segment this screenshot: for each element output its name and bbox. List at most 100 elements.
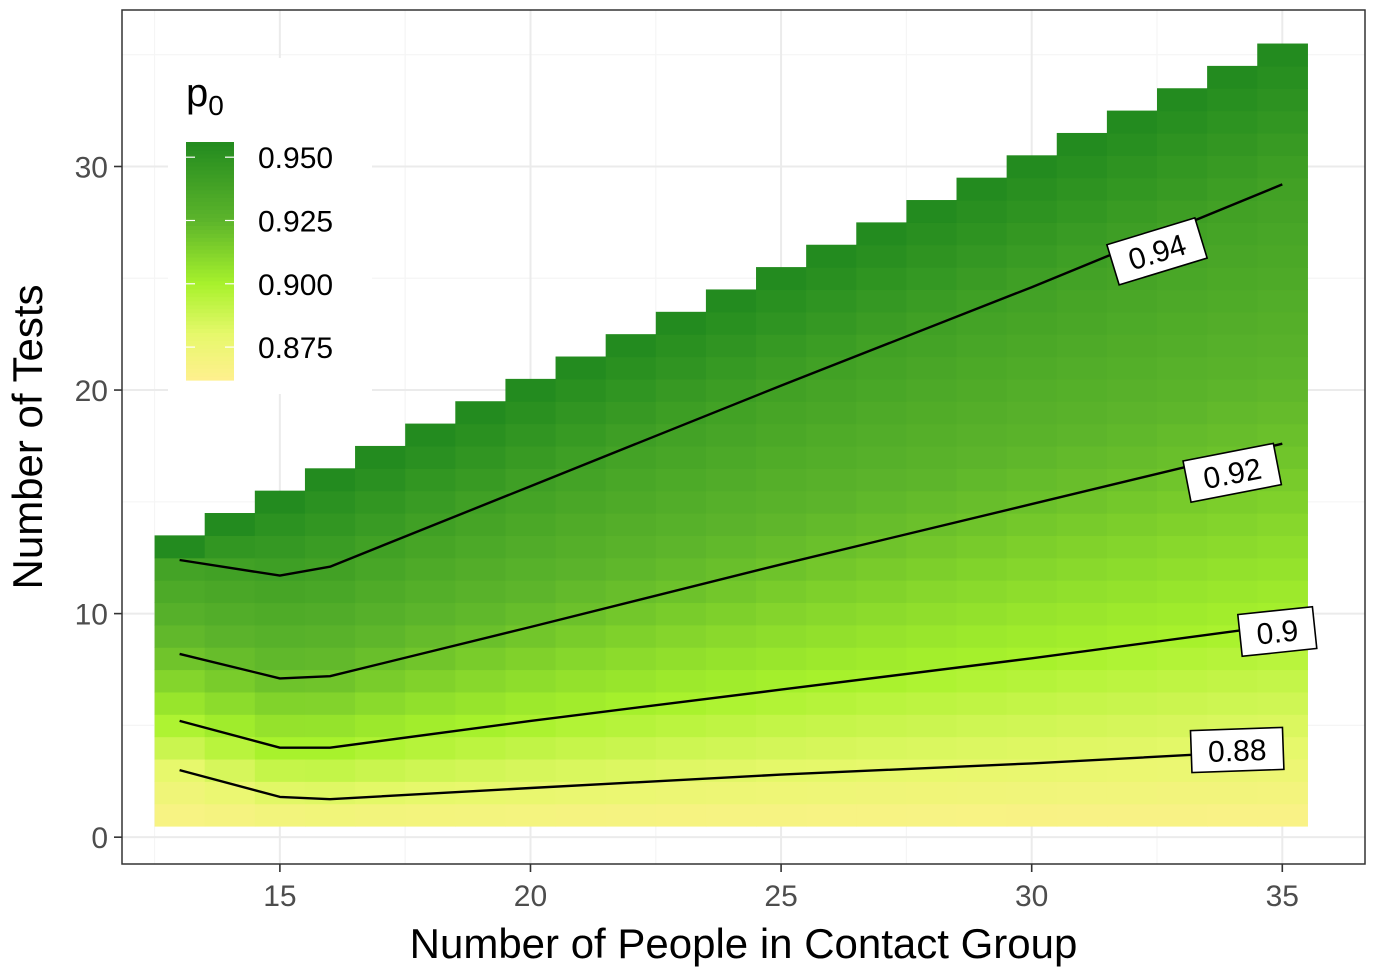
heatmap-tile — [1006, 401, 1058, 425]
heatmap-tile — [605, 378, 657, 402]
heatmap-tile — [1207, 311, 1258, 335]
heatmap-tile — [756, 334, 807, 358]
heatmap-tile — [355, 557, 406, 581]
heatmap-tile — [455, 513, 507, 536]
heatmap-tile — [1157, 513, 1208, 536]
heatmap-tile — [605, 334, 657, 358]
heatmap-tile — [655, 311, 707, 335]
heatmap-tile — [1006, 334, 1058, 358]
legend-color-step — [186, 356, 234, 361]
heatmap-tile — [1056, 714, 1108, 738]
heatmap-tile — [856, 781, 907, 805]
heatmap-tile — [1257, 222, 1308, 246]
heatmap-tile — [304, 580, 356, 604]
y-tick-label: 20 — [75, 375, 108, 408]
heatmap-tile — [655, 356, 707, 380]
heatmap-tile — [705, 445, 757, 469]
heatmap-tile — [605, 468, 657, 492]
heatmap-tile — [756, 468, 807, 492]
heatmap-tile — [856, 267, 907, 291]
legend-break-label: 0.900 — [258, 269, 333, 302]
heatmap-tile — [1006, 714, 1058, 738]
heatmap-tile — [605, 423, 657, 447]
heatmap-tile — [1106, 311, 1158, 335]
heatmap-tile — [1157, 669, 1208, 693]
legend-color-step — [186, 142, 234, 147]
heatmap-tile — [806, 423, 857, 447]
heatmap-tile — [906, 445, 958, 469]
heatmap-tile — [204, 691, 256, 715]
heatmap-tile — [956, 691, 1008, 715]
legend-break-label: 0.925 — [258, 205, 333, 238]
heatmap-tile — [555, 423, 607, 447]
heatmap-tile — [605, 647, 657, 671]
heatmap-tile — [756, 580, 807, 604]
heatmap-tile — [655, 624, 707, 648]
heatmap-tile — [1257, 155, 1308, 179]
heatmap-tile — [605, 513, 657, 536]
heatmap-tile — [154, 535, 206, 559]
heatmap-tile — [705, 803, 757, 827]
heatmap-tile — [405, 602, 456, 626]
x-tick-label: 20 — [514, 880, 547, 913]
heatmap-tile — [1257, 490, 1308, 514]
heatmap-tile — [1157, 132, 1208, 156]
heatmap-tile — [154, 736, 206, 760]
heatmap-tile — [1157, 624, 1208, 648]
heatmap-tile — [555, 378, 607, 402]
heatmap-tile — [756, 490, 807, 514]
heatmap-tile — [254, 490, 306, 514]
heatmap-tile — [1056, 132, 1108, 156]
heatmap-tile — [605, 557, 657, 581]
heatmap-tile — [405, 736, 456, 760]
heatmap-tile — [756, 781, 807, 805]
y-tick-label: 0 — [91, 822, 108, 855]
heatmap-tile — [956, 624, 1008, 648]
heatmap-tile — [1006, 468, 1058, 492]
heatmap-tile — [756, 445, 807, 469]
legend-color-step — [186, 332, 234, 337]
heatmap-tile — [455, 714, 507, 738]
heatmap-tile — [806, 714, 857, 738]
heatmap-tile — [304, 669, 356, 693]
contour-line-0.94 — [179, 183, 1283, 577]
heatmap-tile — [455, 490, 507, 514]
heatmap-tile — [856, 289, 907, 313]
heatmap-tile — [605, 624, 657, 648]
heatmap-tile — [655, 334, 707, 358]
heatmap-tile — [204, 647, 256, 671]
heatmap-tile — [705, 334, 757, 358]
heatmap-tile — [1207, 88, 1258, 112]
heatmap-tile — [1207, 423, 1258, 447]
heatmap-tile — [806, 647, 857, 671]
heatmap-tile — [806, 356, 857, 380]
legend-color-step — [186, 288, 234, 294]
heatmap-tile — [1257, 535, 1308, 559]
legend-color-step — [186, 245, 234, 250]
heatmap-tile — [204, 513, 256, 536]
x-tick-label: 35 — [1266, 880, 1299, 913]
heatmap-tile — [705, 714, 757, 738]
heatmap-tile — [1056, 200, 1108, 223]
heatmap-tile — [806, 490, 857, 514]
heatmap-tile — [304, 647, 356, 671]
heatmap-tile — [204, 624, 256, 648]
heatmap-tile — [1207, 200, 1258, 223]
heatmap-tile — [304, 803, 356, 827]
heatmap-tile — [555, 758, 607, 782]
heatmap-tile — [455, 445, 507, 469]
heatmap-tile — [1207, 267, 1258, 291]
heatmap-tile — [605, 401, 657, 425]
heatmap-tile — [1106, 580, 1158, 604]
heatmap-tile — [1056, 781, 1108, 805]
heatmap-tile — [1207, 222, 1258, 246]
heatmap-tile — [1056, 513, 1108, 536]
heatmap-tile — [154, 602, 206, 626]
heatmap-tile — [756, 557, 807, 581]
heatmap-tile — [605, 781, 657, 805]
legend-color-step — [186, 233, 234, 238]
heatmap-tile — [355, 445, 406, 469]
heatmap-tile — [254, 602, 306, 626]
heatmap-tile — [1257, 200, 1308, 223]
heatmap-tile — [1106, 200, 1158, 223]
